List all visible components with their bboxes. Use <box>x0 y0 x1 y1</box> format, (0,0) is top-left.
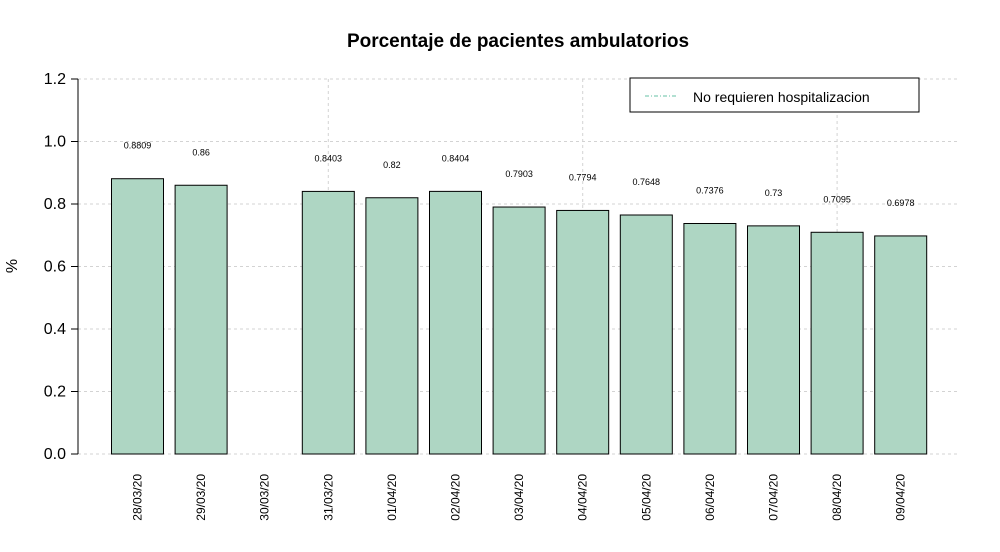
data-label: 0.7095 <box>823 194 851 204</box>
y-tick-label: 1.2 <box>44 71 66 88</box>
bar <box>174 184 228 455</box>
bar <box>492 206 546 455</box>
chart-title: Porcentaje de pacientes ambulatorios <box>347 31 689 52</box>
x-tick-label: 01/04/20 <box>385 474 399 521</box>
x-tick-label: 31/03/20 <box>321 474 335 521</box>
x-tick-label: 28/03/20 <box>131 474 145 521</box>
bar <box>619 214 673 455</box>
data-label: 0.7903 <box>505 169 533 179</box>
bar <box>747 225 800 455</box>
legend-box <box>629 77 920 113</box>
x-tick-label: 05/04/20 <box>639 474 653 521</box>
x-tick-label: 09/04/20 <box>894 474 908 521</box>
x-tick-label: 29/03/20 <box>194 474 208 521</box>
y-tick-label: 0.0 <box>44 446 66 463</box>
data-label: 0.86 <box>192 147 210 157</box>
data-label: 0.6978 <box>887 198 915 208</box>
bar <box>365 197 419 455</box>
bar <box>874 235 928 455</box>
data-label: 0.7376 <box>696 186 724 196</box>
data-label: 0.8404 <box>442 153 470 163</box>
x-tick-label: 06/04/20 <box>703 474 717 521</box>
data-label: 0.7794 <box>569 172 597 182</box>
bar <box>683 223 737 455</box>
bar <box>556 209 610 455</box>
x-tick-label: 08/04/20 <box>830 474 844 521</box>
data-labels: 0.8809 0.86 0.8403 0.82 0.8404 0.7903 0.7794 0.… <box>124 141 915 208</box>
bar <box>301 190 355 455</box>
bar <box>111 178 164 455</box>
y-tick-label: 0.6 <box>44 259 66 276</box>
x-tick-label: 30/03/20 <box>258 474 272 521</box>
legend-label: No requieren hospitalizacion <box>693 89 870 105</box>
y-tick-label: 0.4 <box>44 321 66 338</box>
x-axis-labels: 28/03/20 29/03/20 30/03/20 31/03/20 01/04/20… <box>131 474 908 521</box>
bar <box>810 231 864 455</box>
data-label: 0.82 <box>383 160 401 170</box>
bar <box>429 190 482 455</box>
data-label: 0.8809 <box>124 141 152 151</box>
x-tick-label: 03/04/20 <box>512 474 526 521</box>
x-tick-label: 04/04/20 <box>576 474 590 521</box>
x-tick-label: 02/04/20 <box>449 474 463 521</box>
data-label: 0.73 <box>765 188 783 198</box>
y-tick-label: 1.0 <box>44 134 66 151</box>
x-tick-label: 07/04/20 <box>767 474 781 521</box>
y-axis-label: % <box>4 259 21 273</box>
y-tick-label: 0.8 <box>44 196 66 213</box>
data-label: 0.7648 <box>633 177 661 187</box>
y-axis: 0.0 0.2 0.4 0.6 0.8 1.0 1.2 <box>44 71 79 463</box>
bars <box>111 178 928 455</box>
y-tick-label: 0.2 <box>44 384 66 401</box>
legend: No requieren hospitalizacion <box>629 77 920 113</box>
data-label: 0.8403 <box>315 153 343 163</box>
